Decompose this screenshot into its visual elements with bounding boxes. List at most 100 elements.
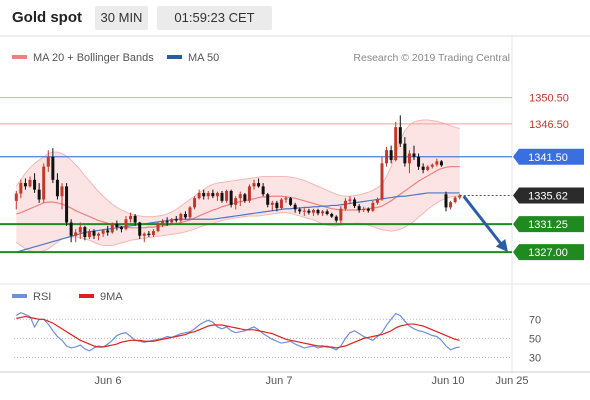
candle-body	[266, 194, 270, 205]
candle-body	[298, 209, 302, 212]
x-tick-label: Jun 10	[431, 375, 464, 387]
candle-body	[307, 210, 311, 213]
candle-body	[412, 153, 416, 157]
candle-body	[449, 202, 453, 208]
candle-body	[65, 186, 69, 223]
candle-body	[334, 216, 338, 221]
candle-body	[110, 223, 114, 233]
x-tick-label: Jun 6	[95, 375, 122, 387]
candle-body	[142, 233, 146, 236]
candle-body	[293, 204, 297, 210]
candle-body	[206, 192, 210, 197]
candle-body	[138, 222, 142, 236]
candle-body	[83, 227, 87, 237]
candle-body	[211, 192, 215, 197]
candle-body	[55, 179, 59, 197]
rsi-tick-label: 50	[529, 333, 541, 345]
support-label-bg	[513, 244, 584, 261]
candle-body	[106, 230, 110, 233]
candle-body	[398, 127, 402, 144]
candle-body	[229, 190, 233, 205]
candle-body	[389, 150, 393, 161]
candle-body	[325, 211, 329, 214]
candle-body	[330, 213, 334, 217]
candle-body	[33, 179, 37, 190]
candle-body	[435, 161, 439, 165]
candle-body	[238, 194, 242, 199]
candle-body	[215, 192, 219, 197]
candle-body	[156, 223, 160, 232]
candle-body	[97, 233, 101, 236]
candle-body	[165, 221, 169, 223]
rsi-tick-label: 70	[529, 314, 541, 326]
candle-body	[115, 223, 119, 228]
pivot-label-bg	[513, 148, 584, 165]
candle-body	[261, 186, 265, 195]
candle-body	[69, 222, 73, 236]
candle-body	[430, 164, 434, 167]
timeframe-badge[interactable]: 30 MIN	[95, 6, 148, 30]
candle-body	[161, 221, 165, 224]
candle-body	[37, 189, 41, 200]
resistance-label: 1346.50	[529, 119, 569, 131]
candle-body	[247, 186, 251, 201]
legend-label: RSI	[33, 291, 51, 303]
candle-body	[197, 192, 201, 199]
candle-body	[366, 208, 370, 211]
legend-label: MA 20 + Bollinger Bands	[33, 52, 154, 64]
candle-body	[183, 213, 187, 218]
candle-body	[302, 210, 306, 212]
candle-body	[394, 127, 398, 161]
candle-body	[14, 193, 18, 201]
forecast-arrow-head	[495, 238, 508, 253]
candle-body	[279, 199, 283, 209]
candle-body	[220, 192, 224, 201]
candle-body	[193, 198, 197, 208]
candle-body	[147, 233, 151, 236]
candle-body	[19, 183, 23, 194]
candle-body	[444, 194, 448, 208]
candle-body	[92, 231, 96, 236]
bollinger-band-fill	[16, 119, 460, 253]
candle-body	[202, 192, 206, 197]
forecast-arrow-shaft	[462, 195, 504, 247]
candle-body	[421, 166, 425, 170]
candle-body	[74, 232, 78, 236]
rsi-line	[15, 311, 460, 352]
x-tick-label: Jun 25	[495, 375, 528, 387]
candle-body	[311, 210, 315, 213]
candle-body	[87, 231, 91, 237]
candle-body	[124, 219, 128, 230]
candle-body	[316, 210, 320, 214]
candle-body	[375, 199, 379, 203]
candle-body	[119, 227, 123, 230]
candle-body	[188, 207, 192, 218]
candle-body	[348, 199, 352, 201]
last-label: 1335.62	[528, 190, 568, 202]
support-label: 1327.00	[528, 247, 568, 259]
resistance-label: 1350.50	[529, 93, 569, 105]
x-tick-label: Jun 7	[266, 375, 293, 387]
candle-body	[284, 198, 288, 200]
candle-body	[289, 198, 293, 205]
candle-body	[23, 183, 27, 187]
candle-body	[243, 194, 247, 201]
candle-body	[51, 156, 55, 180]
header-bar: Gold spot 30 MIN 01:59:23 CET	[0, 0, 590, 36]
candle-body	[357, 206, 361, 211]
rsi-tick-label: 30	[529, 352, 541, 364]
candle-body	[453, 197, 457, 203]
candle-body	[321, 211, 325, 214]
candle-body	[371, 202, 375, 211]
candle-body	[129, 215, 133, 220]
candle-body	[270, 202, 274, 205]
candle-body	[179, 213, 183, 221]
candle-body	[133, 215, 137, 223]
candle-body	[42, 166, 46, 200]
legend-label: 9MA	[100, 291, 123, 303]
candle-body	[339, 208, 343, 221]
rsi-panel: RSI 9MA 70 50 30 Jun 6 Jun 7 Jun 10 Jun 25	[0, 291, 590, 387]
legend-label: MA 50	[188, 52, 219, 64]
